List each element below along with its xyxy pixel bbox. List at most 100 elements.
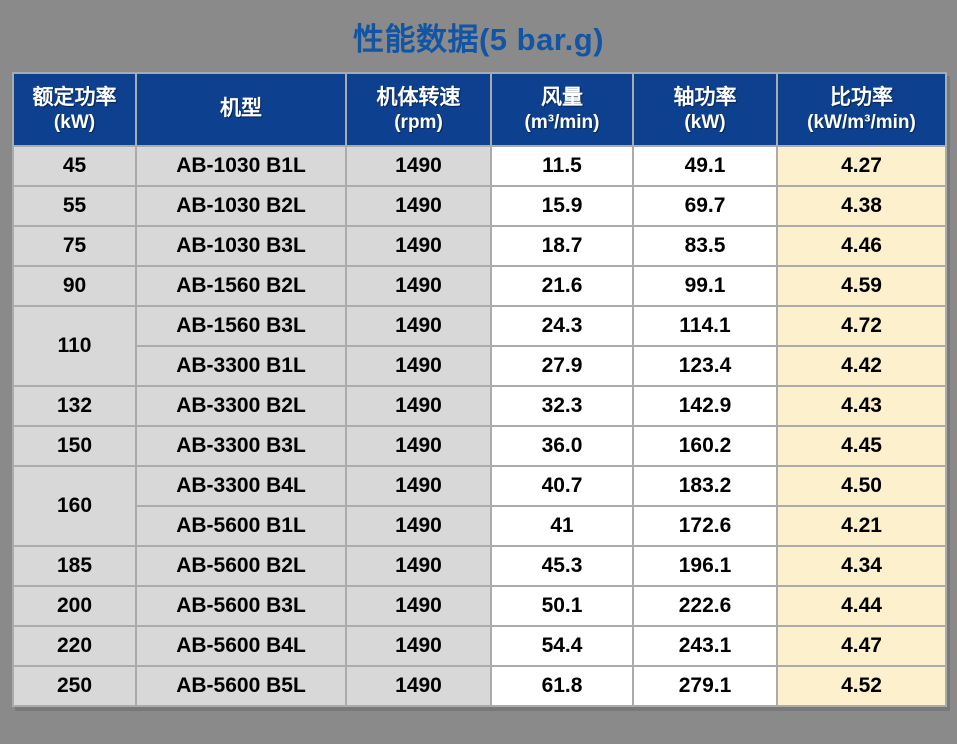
performance-data-table: 额定功率 (kW) 机型 机体转速 (rpm) 风量 (m³/min) 轴功率 … <box>12 72 947 707</box>
cell-model: AB-1560 B2L <box>135 265 347 307</box>
cell-shaft-power: 69.7 <box>632 185 778 227</box>
col-header-label: 轴功率 <box>673 86 737 110</box>
cell-specific-power: 4.72 <box>776 305 947 347</box>
page-title: 性能数据(5 bar.g) <box>352 21 605 57</box>
cell-speed: 1490 <box>345 585 492 627</box>
cell-rated-power: 250 <box>12 665 137 707</box>
table-row: AB-3300 B1L 1490 27.9 123.4 4.42 <box>13 345 947 387</box>
col-header-label: 机体转速 <box>376 86 461 110</box>
cell-specific-power: 4.34 <box>776 545 947 587</box>
table-row: 160 AB-3300 B4L 1490 40.7 183.2 4.50 <box>12 465 947 547</box>
col-header-speed: 机体转速 (rpm) <box>345 72 492 147</box>
cell-airflow: 61.8 <box>490 665 634 707</box>
cell-shaft-power: 160.2 <box>632 425 778 467</box>
cell-model: AB-5600 B3L <box>135 585 347 627</box>
cell-model: AB-5600 B5L <box>135 665 347 707</box>
table-row: 250 AB-5600 B5L 1490 61.8 279.1 4.52 <box>12 665 947 707</box>
col-header-model: 机型 <box>135 72 347 147</box>
cell-specific-power: 4.44 <box>776 585 947 627</box>
cell-airflow: 18.7 <box>490 225 634 267</box>
table-row: 150 AB-3300 B3L 1490 36.0 160.2 4.45 <box>12 425 947 467</box>
cell-shaft-power: 114.1 <box>632 305 778 347</box>
cell-shaft-power: 222.6 <box>632 585 778 627</box>
col-header-specific-power: 比功率 (kW/m³/min) <box>776 72 947 147</box>
cell-speed: 1490 <box>345 385 492 427</box>
cell-airflow: 50.1 <box>490 585 634 627</box>
cell-rated-power: 160 <box>12 465 137 547</box>
cell-airflow: 32.3 <box>490 385 634 427</box>
cell-airflow: 40.7 <box>490 465 634 507</box>
cell-model: AB-5600 B2L <box>135 545 347 587</box>
col-header-label: 风量 <box>541 86 583 110</box>
cell-shaft-power: 196.1 <box>632 545 778 587</box>
col-header-unit: (m³/min) <box>524 111 600 133</box>
cell-speed: 1490 <box>345 345 492 387</box>
cell-shaft-power: 142.9 <box>632 385 778 427</box>
cell-shaft-power: 49.1 <box>632 145 778 187</box>
table-row: AB-5600 B1L 1490 41 172.6 4.21 <box>13 505 947 547</box>
table-header: 额定功率 (kW) 机型 机体转速 (rpm) 风量 (m³/min) 轴功率 … <box>12 72 947 147</box>
cell-rated-power: 185 <box>12 545 137 587</box>
cell-shaft-power: 279.1 <box>632 665 778 707</box>
table-row: 110 AB-1560 B3L 1490 24.3 114.1 4.72 <box>12 305 947 387</box>
col-header-unit: (rpm) <box>394 111 443 133</box>
table-row: 185 AB-5600 B2L 1490 45.3 196.1 4.34 <box>12 545 947 587</box>
cell-airflow: 36.0 <box>490 425 634 467</box>
col-header-label: 比功率 <box>830 86 893 110</box>
cell-model: AB-3300 B4L <box>135 465 347 507</box>
cell-specific-power: 4.43 <box>776 385 947 427</box>
cell-airflow: 21.6 <box>490 265 634 307</box>
table-row: 90 AB-1560 B2L 1490 21.6 99.1 4.59 <box>12 265 947 307</box>
cell-shaft-power: 99.1 <box>632 265 778 307</box>
cell-speed: 1490 <box>345 665 492 707</box>
col-header-unit: (kW) <box>684 111 726 133</box>
col-header-unit: (kW/m³/min) <box>807 111 916 133</box>
cell-specific-power: 4.27 <box>776 145 947 187</box>
cell-shaft-power: 172.6 <box>632 505 778 547</box>
cell-airflow: 54.4 <box>490 625 634 667</box>
cell-speed: 1490 <box>345 305 492 347</box>
cell-model: AB-1560 B3L <box>135 305 347 347</box>
cell-rated-power: 132 <box>12 385 137 427</box>
cell-model: AB-1030 B3L <box>135 225 347 267</box>
cell-speed: 1490 <box>345 225 492 267</box>
title-bar: 性能数据(5 bar.g) <box>0 0 957 72</box>
cell-shaft-power: 83.5 <box>632 225 778 267</box>
cell-speed: 1490 <box>345 185 492 227</box>
cell-rated-power: 75 <box>12 225 137 267</box>
table-row: 55 AB-1030 B2L 1490 15.9 69.7 4.38 <box>12 185 947 227</box>
cell-model: AB-5600 B1L <box>135 505 347 547</box>
cell-specific-power: 4.52 <box>776 665 947 707</box>
cell-speed: 1490 <box>345 265 492 307</box>
cell-model: AB-1030 B1L <box>135 145 347 187</box>
cell-speed: 1490 <box>345 505 492 547</box>
table-body: 45 AB-1030 B1L 1490 11.5 49.1 4.27 55 AB-1030 B… <box>12 145 947 707</box>
col-header-label: 机型 <box>220 97 262 121</box>
cell-rated-power: 150 <box>12 425 137 467</box>
cell-specific-power: 4.59 <box>776 265 947 307</box>
col-header-label: 额定功率 <box>32 86 117 110</box>
cell-model: AB-3300 B2L <box>135 385 347 427</box>
col-header-shaft-power: 轴功率 (kW) <box>632 72 778 147</box>
cell-model: AB-3300 B3L <box>135 425 347 467</box>
cell-speed: 1490 <box>345 545 492 587</box>
col-header-unit: (kW) <box>53 111 96 133</box>
cell-specific-power: 4.38 <box>776 185 947 227</box>
cell-airflow: 45.3 <box>490 545 634 587</box>
cell-shaft-power: 243.1 <box>632 625 778 667</box>
col-header-airflow: 风量 (m³/min) <box>490 72 634 147</box>
cell-rated-power: 200 <box>12 585 137 627</box>
table-row: 45 AB-1030 B1L 1490 11.5 49.1 4.27 <box>12 145 947 187</box>
cell-rated-power: 45 <box>12 145 137 187</box>
cell-airflow: 11.5 <box>490 145 634 187</box>
cell-speed: 1490 <box>345 465 492 507</box>
cell-model: AB-3300 B1L <box>135 345 347 387</box>
cell-rated-power: 220 <box>12 625 137 667</box>
cell-airflow: 27.9 <box>490 345 634 387</box>
cell-rated-power: 110 <box>12 305 137 387</box>
cell-specific-power: 4.50 <box>776 465 947 507</box>
cell-model: AB-5600 B4L <box>135 625 347 667</box>
table-row: 132 AB-3300 B2L 1490 32.3 142.9 4.43 <box>12 385 947 427</box>
cell-airflow: 24.3 <box>490 305 634 347</box>
cell-shaft-power: 183.2 <box>632 465 778 507</box>
